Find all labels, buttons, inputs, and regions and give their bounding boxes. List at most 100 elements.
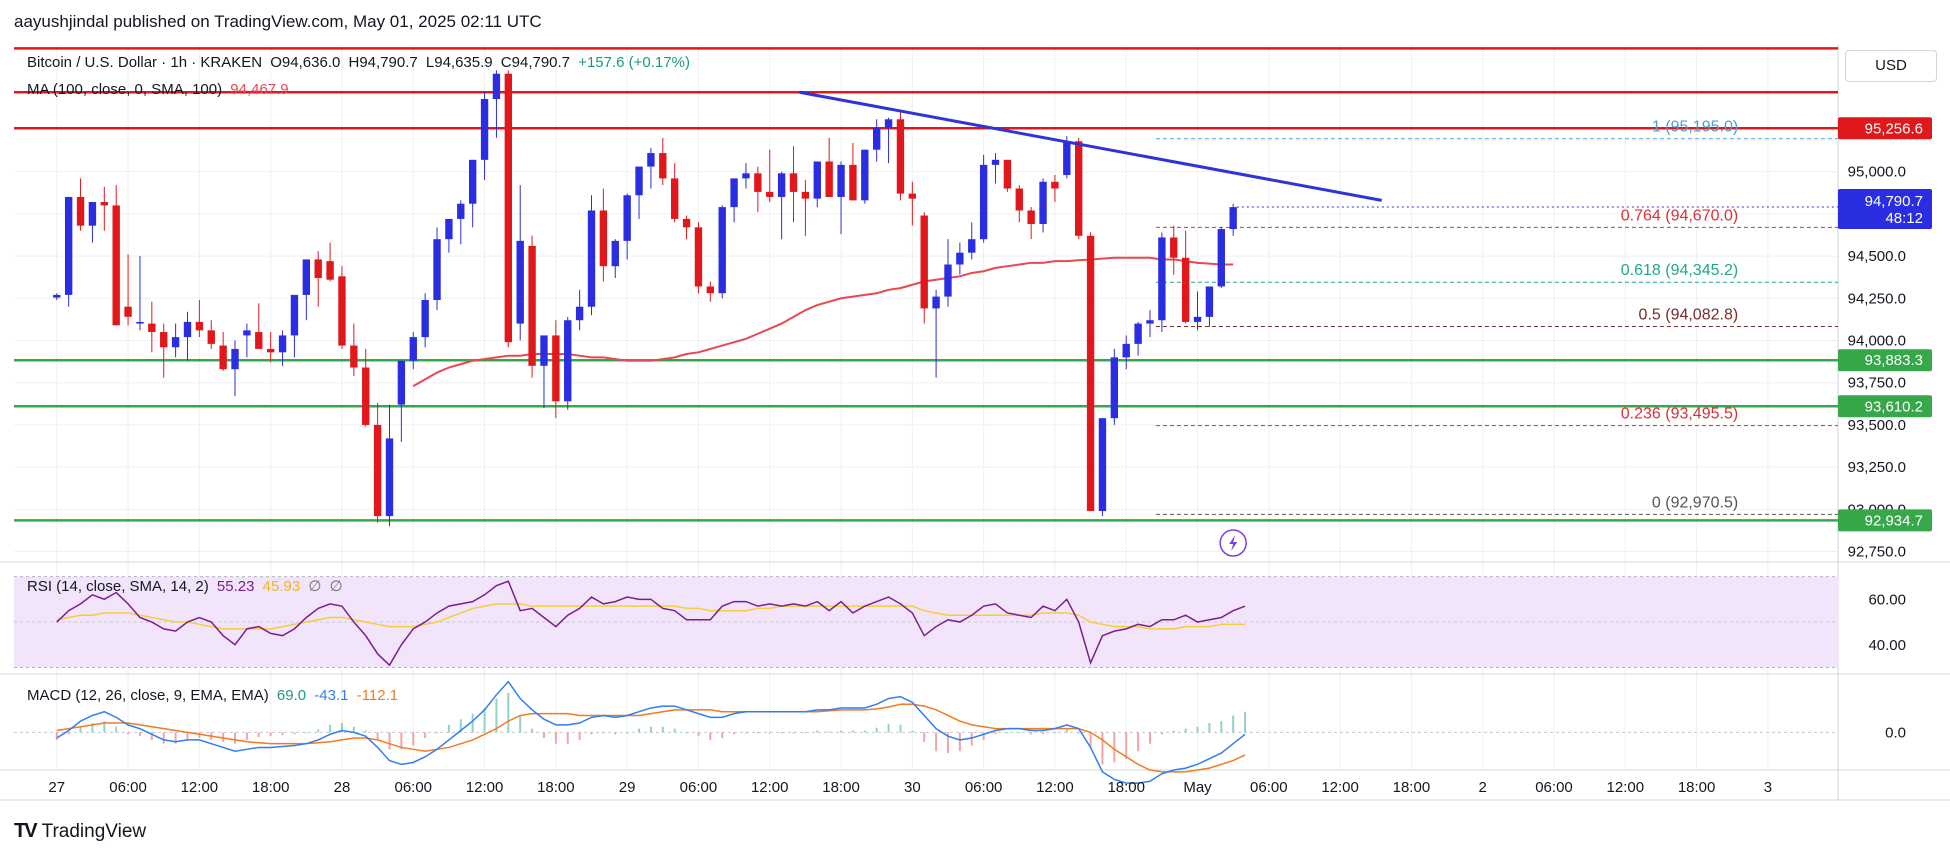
candle-body [492,73,501,100]
candle-body [694,227,703,287]
macd-histogram-bar [281,732,284,736]
rsi-sma-value: 45.93 [262,578,301,595]
ma-legend[interactable]: MA (100, close, 0, SMA, 100) 94,467.9 [27,81,293,98]
price-badge-label: 95,256.6 [1865,120,1923,137]
candle-body [813,161,821,199]
tradingview-logo-text: TradingView [41,820,147,842]
macd-histogram-bar [756,732,759,734]
candle-body [468,159,477,204]
ma-100-line [412,256,1234,387]
macd-histogram-bar [436,732,439,734]
macd-histogram-bar [709,732,712,740]
tradingview-logo[interactable]: TV TradingView [14,820,146,843]
candle-body [884,119,893,128]
candle-body [896,119,905,194]
candle-body [88,202,97,226]
macd-histogram-bar [899,724,902,733]
candle-body [1170,237,1178,258]
time-axis-tick: 12:00 [181,779,219,796]
macd-histogram-bar [946,732,949,754]
macd-histogram-bar [649,726,652,733]
price-badge [1838,509,1932,532]
macd-label: MACD (12, 26, close, 9, EMA, EMA) [27,687,269,704]
macd-histogram-bar [1148,732,1151,744]
candle-body [76,196,85,226]
rsi-label: RSI (14, close, SMA, 14, 2) [27,578,209,595]
macd-histogram-bar [911,730,914,733]
time-axis-tick: 12:00 [1607,779,1645,796]
candle-body [338,276,346,346]
candle-body [516,240,524,324]
candle-body [1086,235,1095,512]
candle-body [362,367,370,425]
time-axis-tick: 12:00 [1036,779,1074,796]
tradingview-logo-icon: TV [14,820,38,842]
candle-body [290,294,299,336]
candle-body [635,166,643,196]
macd-histogram-bar [257,732,260,738]
candle-body [278,335,287,353]
candle-body [409,337,417,361]
candle-body [100,202,108,206]
candle-body [766,191,774,197]
macd-histogram-bar [1184,728,1187,733]
macd-histogram-bar [531,728,534,733]
time-axis-tick: 06:00 [680,779,718,796]
macd-histogram-bar [590,732,593,735]
candle-body [528,245,536,366]
candle-body [1217,229,1225,287]
candle-body [445,218,453,240]
macd-histogram-bar [198,732,201,739]
candle-body [1039,181,1047,224]
symbol-legend[interactable]: Bitcoin / U.S. Dollar · 1h · KRAKEN O94,… [27,54,694,71]
fib-level-0.236-label: 0.236 (93,495.5) [1621,406,1738,423]
price-axis-tick: 94,500.0 [1848,248,1906,265]
candle-body [647,153,655,167]
candle-body [207,330,215,344]
candle-body [457,203,465,219]
symbol-title[interactable]: Bitcoin / U.S. Dollar · 1h · KRAKEN [27,54,263,71]
candle-body [979,164,988,240]
fib-level-0.618-label: 0.618 (94,345.2) [1621,262,1738,279]
rsi-legend[interactable]: RSI (14, close, SMA, 14, 2) 55.23 45.93 … [27,577,347,595]
macd-histogram-bar [519,715,522,733]
candle-body [480,99,489,160]
candle-body [1205,286,1214,317]
bolt-icon-glyph [1229,535,1238,551]
macd-histogram-bar [792,732,795,734]
candle-body [944,264,952,297]
time-axis-tick: 06:00 [394,779,432,796]
macd-histogram-bar [1042,732,1045,735]
candle-body [1003,159,1012,189]
macd-histogram-bar [721,732,724,739]
macd-histogram-bar [138,732,141,737]
price-axis-tick: 94,000.0 [1848,332,1906,349]
candle-body [789,173,798,192]
macd-histogram-bar [638,728,641,733]
currency-selector[interactable]: USD [1845,50,1937,82]
macd-histogram-bar [67,732,70,735]
macd-histogram-bar [970,732,973,746]
macd-histogram-bar [554,732,557,744]
macd-histogram-bar [269,732,272,737]
candle-body [623,195,631,241]
candle-body [932,296,940,309]
macd-legend[interactable]: MACD (12, 26, close, 9, EMA, EMA) 69.0 -… [27,687,402,704]
candle-body [956,252,964,265]
rsi-axis-tick: 60.00 [1868,591,1906,608]
time-axis-tick: 30 [904,779,921,796]
macd-histogram-bar [234,732,237,744]
macd-histogram-bar [222,732,225,742]
macd-histogram-bar [115,726,118,733]
macd-histogram-bar [626,732,629,734]
candle-body [326,261,334,280]
fib-level-0-label: 0 (92,970.5) [1652,494,1738,511]
candle-body [124,306,132,317]
price-axis-tick: 94,250.0 [1848,290,1906,307]
macd-line [56,680,1246,784]
macd-histogram-bar [507,692,510,733]
macd-histogram-bar [1113,732,1116,763]
candle-body [1063,141,1071,176]
candle-body [1158,237,1166,321]
